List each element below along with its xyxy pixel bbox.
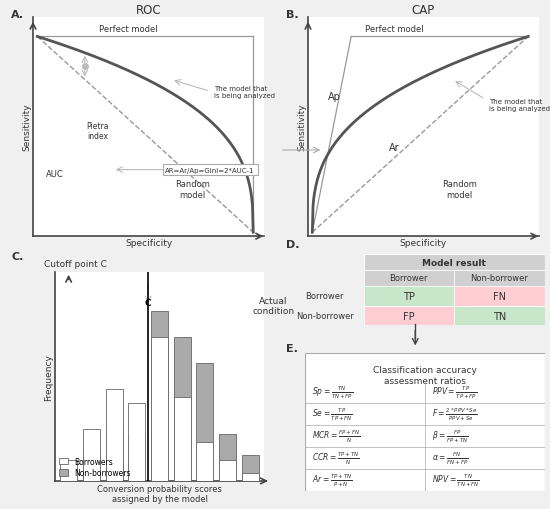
Bar: [106, 429, 123, 481]
Bar: [174, 337, 191, 481]
Y-axis label: Sensitivity: Sensitivity: [298, 103, 306, 151]
Text: Random
model: Random model: [175, 180, 210, 200]
Bar: [364, 254, 544, 271]
Text: Classification accuracy
assessment ratios: Classification accuracy assessment ratio…: [373, 365, 477, 385]
Bar: [128, 403, 145, 481]
Text: C: C: [145, 299, 151, 307]
Bar: [454, 306, 544, 326]
Text: $\mathit{Sp}=\frac{TN}{TN+FP}$: $\mathit{Sp}=\frac{TN}{TN+FP}$: [312, 384, 354, 400]
Text: Actual
condition: Actual condition: [252, 296, 294, 316]
Text: The model that
is being analyzed: The model that is being analyzed: [490, 99, 550, 112]
Bar: [83, 429, 100, 481]
Bar: [454, 286, 544, 306]
Text: Ap: Ap: [327, 92, 340, 102]
Text: Non-borrower: Non-borrower: [296, 312, 354, 320]
Text: Non-borrower: Non-borrower: [470, 274, 528, 283]
X-axis label: Specificity: Specificity: [125, 238, 172, 247]
Text: $\mathit{CCR}=\frac{TP+TN}{N}$: $\mathit{CCR}=\frac{TP+TN}{N}$: [312, 450, 360, 466]
X-axis label: Conversion probability scores
assigned by the model: Conversion probability scores assigned b…: [97, 484, 222, 503]
Y-axis label: Sensitivity: Sensitivity: [23, 103, 31, 151]
Text: TP: TP: [403, 291, 415, 301]
Bar: [196, 442, 213, 481]
Bar: [83, 450, 100, 481]
Text: Pietra
index: Pietra index: [86, 122, 109, 141]
Text: C.: C.: [11, 251, 23, 262]
Y-axis label: Frequency: Frequency: [45, 353, 53, 400]
Text: The model that
is being analyzed: The model that is being analyzed: [214, 86, 276, 99]
Text: AR=Ar/Ap=Gini=2*AUC-1: AR=Ar/Ap=Gini=2*AUC-1: [166, 167, 255, 173]
Bar: [242, 473, 259, 481]
Text: $\mathit{Se}=\frac{TP}{TP+FN}$: $\mathit{Se}=\frac{TP}{TP+FN}$: [312, 406, 354, 422]
Title: ROC: ROC: [136, 4, 161, 17]
Legend: Borrowers, Non-borrowers: Borrowers, Non-borrowers: [59, 457, 130, 477]
Bar: [364, 271, 454, 286]
Title: CAP: CAP: [412, 4, 435, 17]
Text: $\mathit{NPV}=\frac{TN}{TN+FN}$: $\mathit{NPV}=\frac{TN}{TN+FN}$: [432, 472, 480, 488]
Bar: [151, 312, 168, 481]
Bar: [60, 460, 77, 481]
Bar: [174, 398, 191, 481]
Bar: [242, 455, 259, 481]
Bar: [219, 434, 236, 481]
Text: E.: E.: [286, 343, 298, 353]
Text: $F=\frac{2*PPV*Se}{PPV+Se}$: $F=\frac{2*PPV*Se}{PPV+Se}$: [432, 406, 477, 422]
Text: FP: FP: [403, 311, 415, 321]
Text: AUC: AUC: [46, 169, 63, 179]
Text: Ar: Ar: [389, 143, 400, 153]
Text: D.: D.: [286, 240, 300, 250]
Bar: [364, 306, 454, 326]
Bar: [106, 390, 123, 481]
Bar: [60, 468, 77, 481]
Text: B.: B.: [286, 10, 299, 20]
Text: Perfect model: Perfect model: [98, 24, 157, 34]
Text: Model result: Model result: [422, 258, 486, 267]
Bar: [219, 460, 236, 481]
Text: A.: A.: [11, 10, 24, 20]
Bar: [128, 434, 145, 481]
Text: Cutoff point C: Cutoff point C: [44, 259, 107, 268]
Text: TN: TN: [493, 311, 506, 321]
Bar: [151, 337, 168, 481]
Text: $\mathit{Ar}=\frac{TP+TN}{P+N}$: $\mathit{Ar}=\frac{TP+TN}{P+N}$: [312, 472, 353, 488]
Text: $\mathit{MCR}=\frac{FP+FN}{N}$: $\mathit{MCR}=\frac{FP+FN}{N}$: [312, 428, 361, 444]
X-axis label: Specificity: Specificity: [400, 238, 447, 247]
Text: Random
model: Random model: [442, 180, 476, 200]
Bar: [364, 286, 454, 306]
Bar: [196, 363, 213, 481]
Text: Borrower: Borrower: [306, 292, 344, 301]
Text: $\beta=\frac{FP}{FP+TN}$: $\beta=\frac{FP}{FP+TN}$: [432, 428, 469, 444]
Text: FN: FN: [493, 291, 506, 301]
Bar: [454, 271, 544, 286]
Text: Borrower: Borrower: [389, 274, 428, 283]
Text: Perfect model: Perfect model: [365, 24, 424, 34]
Text: $\alpha=\frac{FN}{FN+FP}$: $\alpha=\frac{FN}{FN+FP}$: [432, 450, 469, 466]
Text: $\mathit{PPV}=\frac{TP}{TP+FP}$: $\mathit{PPV}=\frac{TP}{TP+FP}$: [432, 384, 477, 400]
